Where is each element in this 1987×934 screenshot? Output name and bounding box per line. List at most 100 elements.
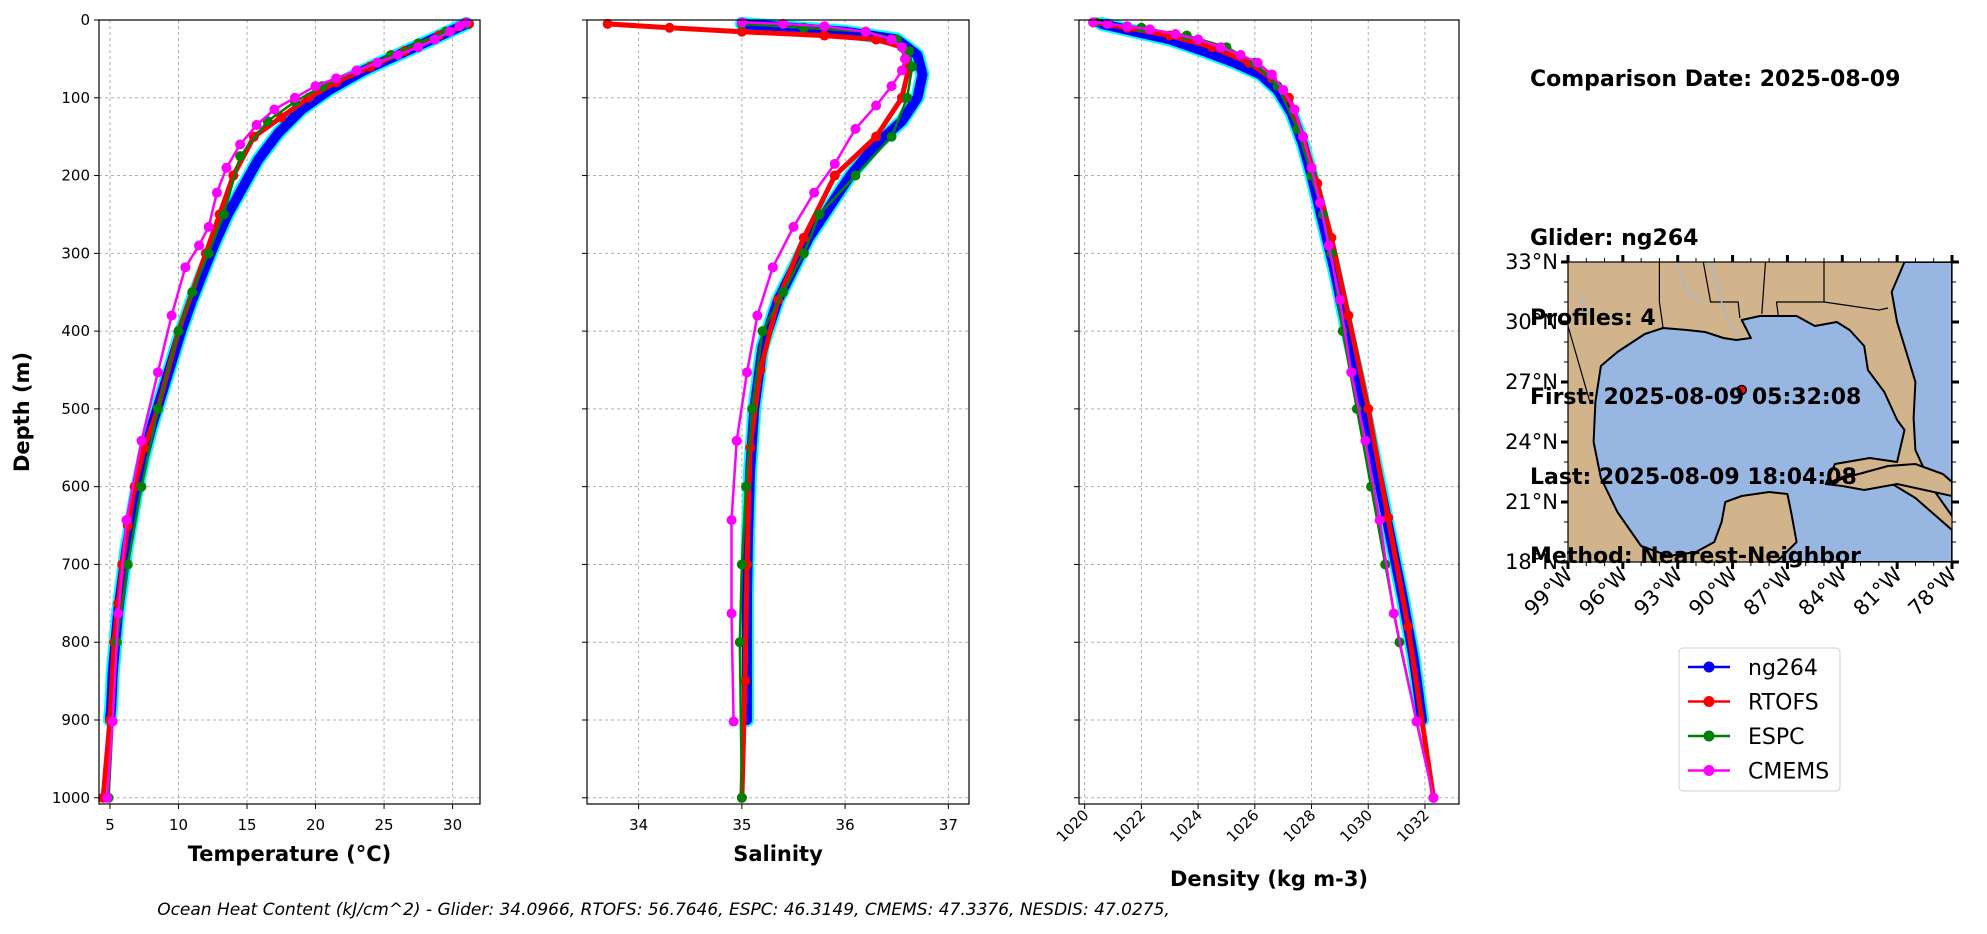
data-point-CMEMS bbox=[896, 42, 907, 53]
map-border bbox=[1568, 325, 1591, 403]
y-axis-label: Depth (m) bbox=[10, 352, 34, 472]
data-point-RTOFS bbox=[739, 676, 750, 687]
profile-count: Profiles: 4 bbox=[1530, 305, 1656, 331]
map-frame bbox=[1567, 261, 1953, 563]
legend-box bbox=[1678, 647, 1841, 792]
data-point-CMEMS bbox=[726, 608, 737, 619]
legend-marker bbox=[1703, 696, 1715, 707]
data-point-CMEMS bbox=[269, 104, 280, 115]
legend-item-ESPC: ESPC bbox=[1688, 725, 1805, 750]
data-point-CMEMS bbox=[1193, 34, 1204, 45]
series-ng264 bbox=[1094, 16, 1430, 727]
data-point-CMEMS bbox=[1334, 295, 1345, 305]
x-tick-label: 1020 bbox=[1053, 806, 1093, 846]
map-lat-label: 33°N bbox=[1505, 250, 1558, 274]
data-point-CMEMS bbox=[392, 50, 403, 60]
data-point-CMEMS bbox=[726, 515, 737, 526]
plot-frame bbox=[586, 19, 970, 805]
data-point-CMEMS bbox=[1215, 42, 1226, 53]
y-tick-label: 700 bbox=[61, 555, 90, 573]
x-axis-label: Density (kg m-3) bbox=[1170, 867, 1368, 891]
data-point-ESPC bbox=[850, 170, 861, 181]
data-point-CMEMS bbox=[896, 65, 907, 76]
method: Method: Nearest-Neighbor bbox=[1530, 544, 1861, 569]
map-border bbox=[1702, 262, 1741, 319]
data-point-ng264 bbox=[239, 184, 246, 191]
data-point-ng264 bbox=[1231, 59, 1238, 66]
glider-name: Glider: ng264 bbox=[1530, 226, 1699, 251]
data-point-RTOFS bbox=[1343, 310, 1354, 321]
legend-item-ng264: ng264 bbox=[1688, 656, 1818, 681]
x-tick-label: 1024 bbox=[1166, 806, 1206, 846]
data-point-ESPC bbox=[747, 403, 758, 414]
data-point-ng264 bbox=[919, 71, 926, 78]
data-point-RTOFS bbox=[1363, 403, 1374, 414]
data-point-ESPC bbox=[122, 559, 133, 570]
data-point-ESPC bbox=[136, 481, 147, 492]
data-point-ESPC bbox=[902, 92, 913, 103]
data-point-CMEMS bbox=[194, 240, 205, 251]
data-point-ESPC bbox=[218, 209, 229, 220]
data-point-CMEMS bbox=[1122, 21, 1133, 32]
data-point-CMEMS bbox=[1306, 162, 1317, 173]
x-axis-label: Salinity bbox=[733, 842, 823, 866]
data-point-RTOFS bbox=[276, 112, 287, 123]
map-lat-label: 27°N bbox=[1505, 370, 1558, 394]
data-point-ESPC bbox=[173, 326, 184, 337]
data-point-ESPC bbox=[778, 287, 789, 298]
data-point-CMEMS bbox=[1170, 29, 1181, 39]
map-border bbox=[1775, 262, 1825, 317]
data-point-CMEMS bbox=[413, 42, 424, 53]
data-point-ESPC bbox=[203, 248, 214, 259]
data-point-RTOFS bbox=[871, 131, 882, 142]
data-point-ng264 bbox=[914, 94, 921, 101]
data-point-ESPC bbox=[736, 792, 747, 803]
y-tick-label: 1000 bbox=[52, 789, 90, 807]
data-point-CMEMS bbox=[372, 57, 383, 68]
y-tick-label: 300 bbox=[61, 244, 90, 262]
data-point-CMEMS bbox=[1088, 17, 1099, 28]
data-point-CMEMS bbox=[1411, 716, 1422, 727]
data-point-CMEMS bbox=[136, 435, 147, 446]
data-point-CMEMS bbox=[454, 21, 465, 32]
data-point-CMEMS bbox=[211, 187, 222, 198]
data-point-CMEMS bbox=[1315, 197, 1326, 208]
x-axis-label: Temperature (°C) bbox=[188, 842, 391, 866]
data-point-CMEMS bbox=[752, 310, 763, 321]
data-point-CMEMS bbox=[728, 716, 739, 727]
data-point-RTOFS bbox=[798, 232, 809, 243]
data-point-CMEMS bbox=[1374, 515, 1385, 526]
data-point-CMEMS bbox=[788, 221, 799, 232]
data-point-CMEMS bbox=[102, 792, 113, 803]
series-ESPC bbox=[734, 18, 918, 803]
data-point-CMEMS bbox=[331, 73, 342, 84]
glider-location-marker bbox=[1736, 384, 1747, 396]
data-point-ESPC bbox=[740, 481, 751, 492]
legend-label: CMEMS bbox=[1748, 760, 1829, 785]
data-point-ESPC bbox=[757, 326, 768, 337]
series-line bbox=[1096, 18, 1428, 725]
info-panel: Comparison Date: 2025-08-09 Glider: ng26… bbox=[1530, 14, 1900, 597]
data-point-CMEMS bbox=[444, 26, 455, 37]
data-point-CMEMS bbox=[886, 81, 897, 92]
series-ESPC bbox=[1091, 17, 1439, 803]
legend-marker bbox=[1703, 661, 1715, 673]
data-point-CMEMS bbox=[1428, 792, 1439, 803]
data-point-ESPC bbox=[736, 559, 747, 570]
x-tick-label: 30 bbox=[443, 816, 462, 834]
legend-label: ESPC bbox=[1748, 725, 1805, 750]
map-river bbox=[1676, 262, 1704, 303]
data-point-RTOFS bbox=[1402, 621, 1413, 632]
map-border bbox=[1658, 262, 1664, 329]
legend-item-RTOFS: RTOFS bbox=[1688, 691, 1819, 716]
y-tick-label: 800 bbox=[61, 633, 90, 651]
map-lat-label: 21°N bbox=[1505, 490, 1558, 514]
x-tick-label: 20 bbox=[306, 816, 325, 834]
data-point-ng264 bbox=[254, 157, 261, 163]
map-content bbox=[1568, 262, 1952, 562]
x-tick-label: 36 bbox=[836, 816, 855, 834]
data-point-CMEMS bbox=[778, 18, 789, 29]
series-line bbox=[105, 18, 472, 725]
data-point-ESPC bbox=[734, 637, 745, 648]
